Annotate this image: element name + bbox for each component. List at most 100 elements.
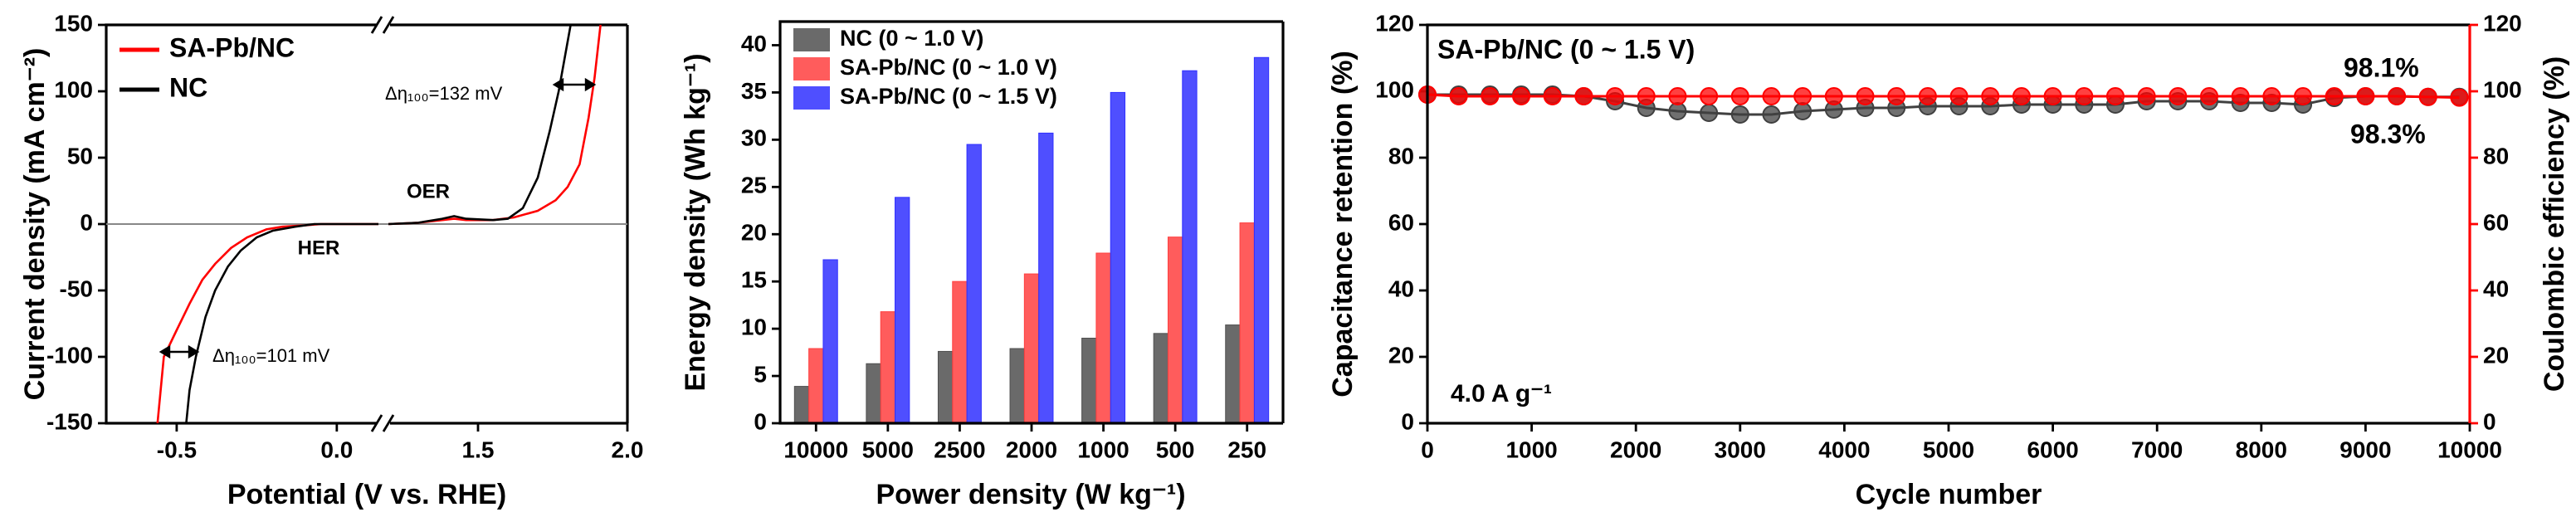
y-tick-label: 0 (1401, 408, 1414, 434)
x-tick-label: 500 (1156, 437, 1195, 462)
y-tick-label: 80 (2483, 143, 2509, 168)
y-tick-label: 80 (1388, 143, 1414, 168)
point (2418, 87, 2437, 106)
bar (1182, 70, 1198, 424)
legend-swatch (793, 28, 830, 51)
y-tick-label: 0 (754, 408, 767, 434)
x-tick-label: 10000 (2437, 437, 2502, 462)
y-tick-label: 20 (1388, 342, 1414, 368)
bar (1023, 273, 1040, 424)
annotation: Δη₁₀₀=101 mV (212, 345, 330, 366)
bar (1239, 222, 1255, 424)
x-tick-label: 250 (1227, 437, 1266, 462)
legend-label: NC (169, 72, 207, 102)
bar (1009, 348, 1025, 424)
y-axis-label: Current density (mA cm⁻²) (19, 48, 51, 401)
y-tick-label: 120 (1375, 10, 1414, 36)
x-tick-label: 8000 (2236, 437, 2287, 462)
y-tick-label: -50 (60, 276, 93, 301)
point (1762, 87, 1781, 105)
x-tick-label: 3000 (1715, 437, 1766, 462)
axis-frame (1426, 23, 2470, 425)
axis-break (382, 414, 395, 432)
point (2200, 87, 2218, 105)
bar (1081, 338, 1097, 424)
x-tick-label: 10000 (783, 437, 848, 462)
bar (895, 197, 910, 424)
point (1981, 87, 2000, 105)
x-tick-label: 2.0 (612, 437, 644, 462)
bar (822, 259, 838, 424)
bar (1153, 333, 1168, 424)
y-tick-label: 100 (1375, 76, 1414, 102)
x-tick-label: 5000 (862, 437, 914, 462)
point (2137, 87, 2156, 105)
annotation: 4.0 A g⁻¹ (1451, 380, 1552, 407)
point (2388, 87, 2407, 105)
y-tick-label: 40 (741, 31, 767, 56)
annotation: SA-Pb/NC (0 ~ 1.5 V) (1437, 34, 1695, 64)
arrow-head (159, 344, 200, 359)
bar (1253, 56, 1270, 424)
x-tick-label: 1000 (1077, 437, 1129, 462)
y-tick-label: 50 (67, 143, 93, 168)
point (1668, 87, 1687, 105)
y-tick-label: 20 (741, 220, 767, 246)
y-tick-label: 0 (2483, 408, 2496, 434)
point (1700, 104, 1719, 122)
y-tick-label: 150 (54, 10, 93, 36)
overlay (159, 16, 597, 432)
y-axis-label: Capacitance retention (%) (1327, 51, 1359, 398)
legend-swatch (793, 57, 830, 80)
y2-axis-label: Coulombic efficiency (%) (2539, 56, 2570, 392)
y-tick-label: 100 (54, 76, 93, 102)
x-axis-label: Cycle number (1856, 479, 2042, 510)
bar (1110, 91, 1126, 424)
point (2325, 87, 2344, 105)
legend-label: SA-Pb/NC (0 ~ 1.5 V) (840, 84, 1057, 109)
x-tick-label: -0.5 (157, 437, 197, 462)
line-series (185, 24, 572, 424)
annotation: HER (298, 237, 340, 259)
annotation: 98.3% (2350, 119, 2426, 149)
x-tick-label: 7000 (2131, 437, 2183, 462)
x-tick-label: 9000 (2339, 437, 2391, 462)
legend-swatch (793, 86, 830, 110)
point (1793, 87, 1812, 105)
bar (937, 350, 954, 424)
point (1512, 87, 1531, 105)
x-tick-label: 2500 (934, 437, 985, 462)
legend-label: NC (0 ~ 1.0 V) (840, 26, 983, 51)
axis-break (370, 16, 383, 34)
x-tick-label: 0 (1421, 437, 1434, 462)
point (2075, 87, 2094, 105)
point (2043, 87, 2062, 105)
point (1637, 87, 1656, 105)
annotation: 98.1% (2344, 52, 2419, 82)
x-tick-label: 0.0 (320, 437, 353, 462)
point (2262, 87, 2281, 105)
point (1918, 87, 1937, 105)
arrows (159, 77, 597, 359)
point (1574, 87, 1593, 105)
x-tick-label: 1.5 (462, 437, 495, 462)
bar (952, 280, 968, 424)
y-tick-label: -150 (46, 408, 93, 434)
bar (1167, 237, 1183, 424)
y-axis-label: Energy density (Wh kg⁻¹) (680, 53, 711, 391)
y-tick-label: 5 (754, 361, 767, 387)
y-tick-label: 120 (2483, 10, 2522, 36)
y-tick-label: 35 (741, 78, 767, 104)
x-tick-label: 5000 (1923, 437, 1974, 462)
x-axis-label: Potential (V vs. RHE) (227, 479, 506, 510)
x-tick-label: 4000 (1818, 437, 1870, 462)
arrow-head (552, 77, 597, 92)
point (1730, 87, 1749, 105)
x-axis-label: Power density (W kg⁻¹) (876, 479, 1185, 510)
bar (808, 348, 824, 424)
x-tick-label: 1000 (1505, 437, 1557, 462)
y-tick-label: 0 (80, 209, 93, 235)
point (1762, 105, 1781, 124)
